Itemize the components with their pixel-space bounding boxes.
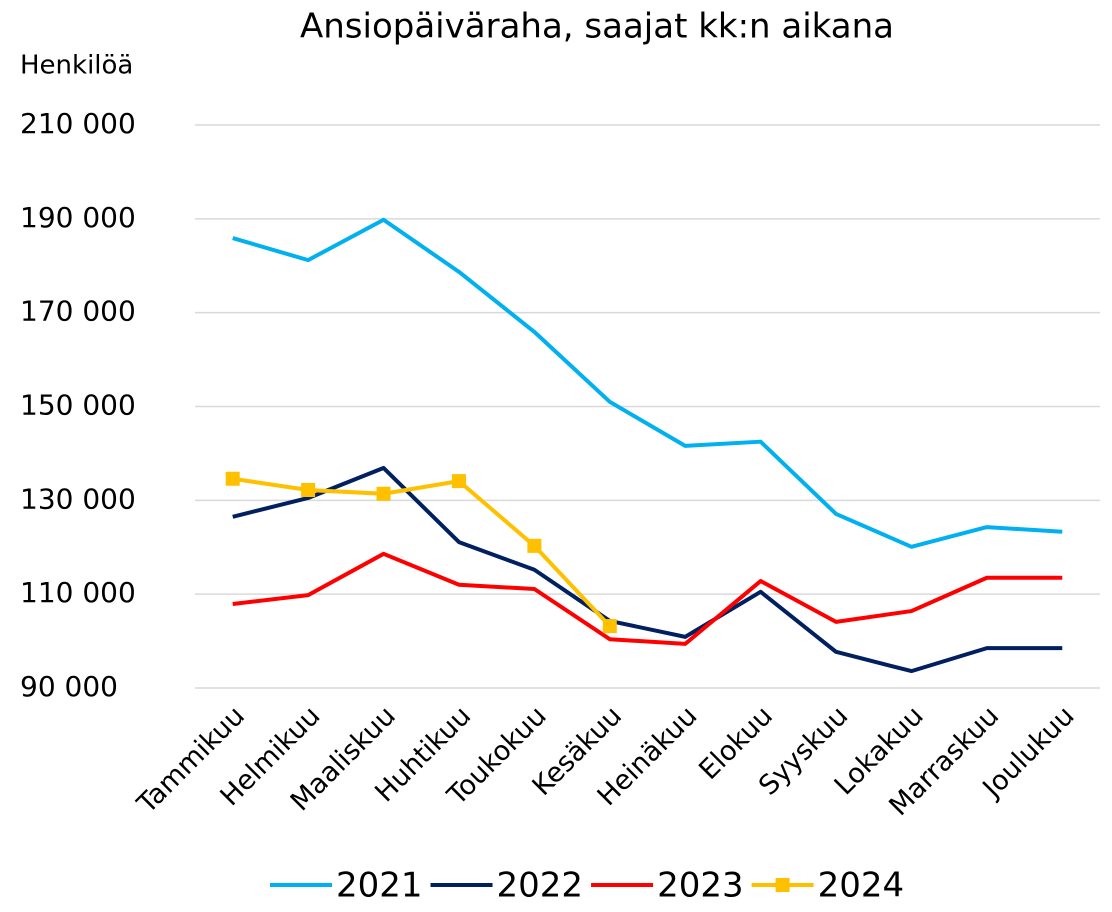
line-series (232, 476, 612, 628)
legend-label: 2024 (818, 866, 905, 906)
y-tick-label: 190 000 (20, 201, 136, 234)
legend-label: 2023 (657, 866, 744, 906)
point-marker (451, 474, 466, 489)
line-series (232, 217, 1063, 549)
line-series (232, 465, 1063, 674)
line-series (232, 551, 1063, 646)
y-tick-label: 150 000 (20, 389, 136, 422)
legend-label: 2022 (497, 866, 584, 906)
legend-label: 2021 (336, 866, 423, 906)
point-marker (527, 538, 542, 553)
legend: 2021 2022 2023 2024 (270, 866, 904, 906)
chart-title: Ansiopäiväraha, saajat kk:n aikana (300, 7, 894, 47)
y-tick-label: 90 000 (20, 670, 118, 703)
legend-marker (775, 878, 790, 892)
y-tick-label: 130 000 (20, 482, 136, 515)
point-marker (301, 483, 316, 498)
point-marker (602, 619, 617, 634)
y-tick-label: 210 000 (20, 107, 136, 140)
y-axis-label: Henkilöä (20, 51, 133, 81)
y-tick-label: 170 000 (20, 295, 136, 328)
y-tick-label: 110 000 (20, 576, 136, 609)
point-marker (376, 486, 391, 501)
point-marker (225, 471, 240, 486)
